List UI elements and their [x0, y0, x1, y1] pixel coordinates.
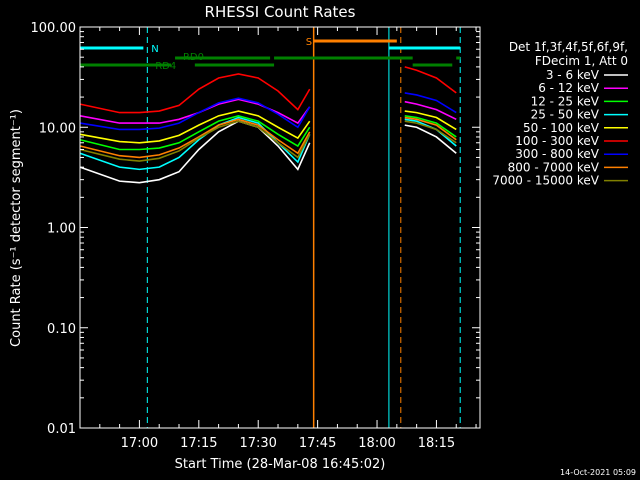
y-tick-label-2: 1.00 [47, 222, 76, 237]
legend-label-6: 100 - 300 keV [515, 134, 599, 148]
x-tick-label-1: 17:15 [180, 436, 217, 451]
y-tick-label-3: 10.00 [39, 121, 76, 136]
series-line-2-2 [404, 100, 457, 121]
y-axis: 0.01 0.10 1.00 10.00 100.00 [31, 21, 480, 437]
series-line-5-1 [79, 110, 311, 144]
y-tick-label-4: 100.00 [31, 21, 77, 36]
series-line-7-2 [404, 92, 457, 114]
flag-label-s: S [306, 37, 312, 48]
x-axis: 17:00 17:15 17:30 17:45 18:00 18:15 [99, 27, 477, 451]
series-line-8-2 [404, 116, 457, 141]
legend-header-line-1: Det 1f,3f,4f,5f,6f,9f, [509, 40, 628, 54]
legend-label-3: 12 - 25 keV [531, 94, 600, 108]
plot-area: N RD0 RD4 S [79, 27, 461, 428]
x-tick-label-5: 18:15 [418, 436, 455, 451]
x-tick-label-2: 17:30 [239, 436, 276, 451]
legend-label-7: 300 - 800 keV [515, 147, 599, 161]
series-line-5-2 [404, 110, 457, 131]
chart-title: RHESSI Count Rates [205, 3, 356, 21]
footer-timestamp: 14-Oct-2021 05:09 [560, 468, 636, 477]
legend: Det 1f,3f,4f,5f,6f,9f, FDecim 1, Att 0 3… [492, 40, 628, 188]
flag-label-rd4: RD4 [155, 61, 176, 72]
legend-label-8: 800 - 7000 keV [508, 160, 600, 174]
series-line-4-2 [404, 118, 457, 147]
series-line-6-2 [404, 66, 457, 94]
series-line-6-1 [79, 73, 311, 114]
y-tick-label-0: 0.01 [47, 422, 76, 437]
series-line-1-1 [79, 120, 311, 184]
x-tick-label-3: 17:45 [299, 436, 336, 451]
series-line-9-1 [79, 120, 311, 162]
legend-label-2: 6 - 12 keV [538, 81, 600, 95]
flag-label-rd0: RD0 [183, 52, 204, 63]
y-axis-label: Count Rate (s⁻¹ detector segment⁻¹) [9, 109, 24, 347]
flag-label-n: N [151, 44, 158, 55]
series-line-9-2 [404, 120, 457, 144]
series-line-3-1 [79, 114, 311, 151]
series-line-8-1 [79, 118, 311, 159]
legend-label-4: 25 - 50 keV [531, 108, 600, 122]
x-tick-label-4: 18:00 [358, 436, 395, 451]
series-line-1-2 [404, 124, 457, 154]
legend-label-1: 3 - 6 keV [546, 68, 600, 82]
legend-label-9: 7000 - 15000 keV [492, 174, 599, 188]
x-tick-label-0: 17:00 [121, 436, 158, 451]
series-line-7-1 [79, 97, 311, 131]
legend-label-5: 50 - 100 keV [523, 121, 600, 135]
series-line-3-2 [404, 115, 457, 138]
y-tick-label-1: 0.10 [47, 322, 76, 337]
legend-header-line-2: FDecim 1, Att 0 [535, 54, 628, 68]
x-axis-label: Start Time (28-Mar-08 16:45:02) [175, 457, 386, 472]
